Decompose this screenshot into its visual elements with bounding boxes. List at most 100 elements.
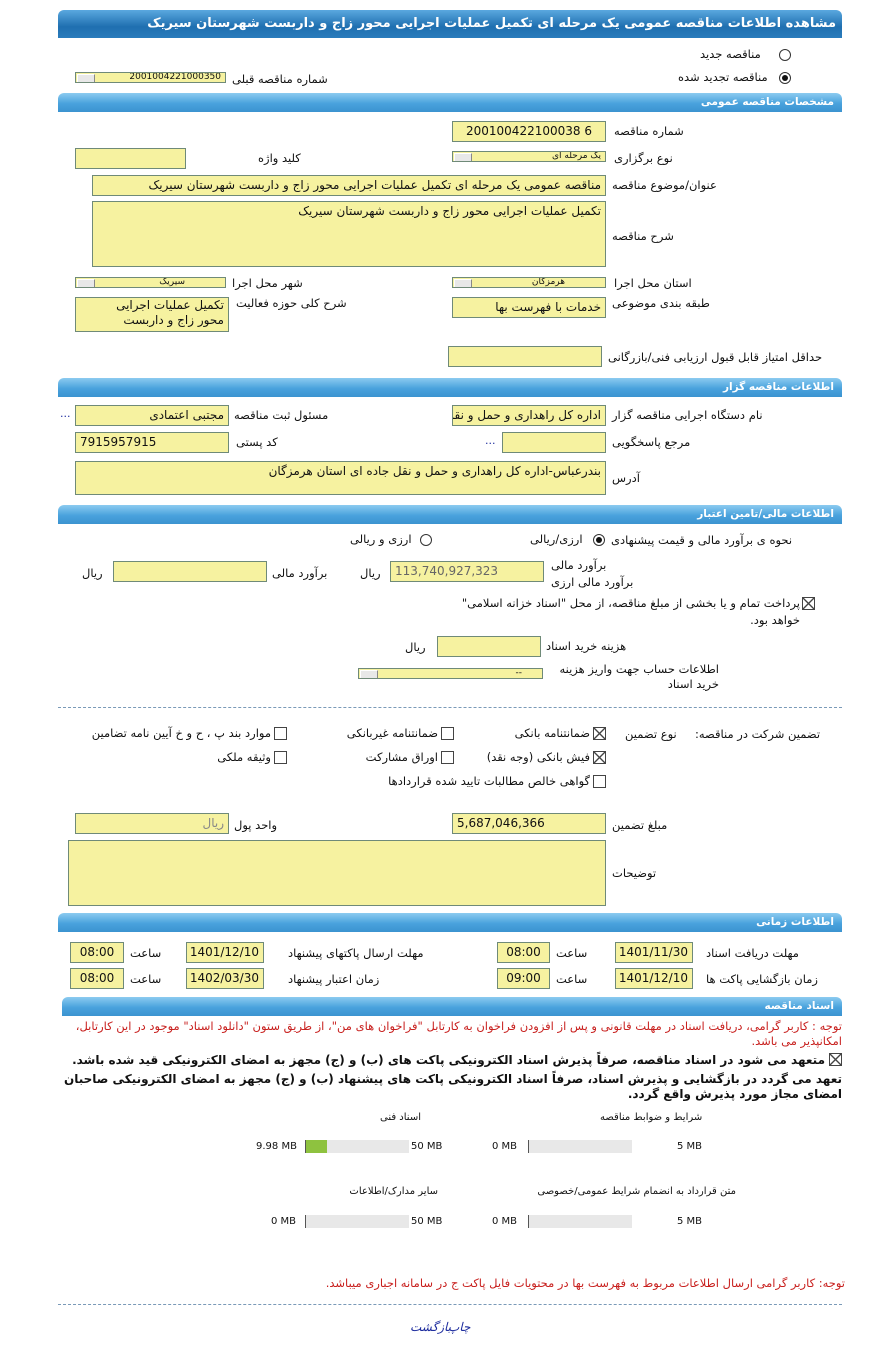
doc-deadline-time: 08:00 bbox=[497, 942, 550, 963]
estimate2-label: برآورد مالی bbox=[272, 566, 328, 580]
postal-field: 7915957915 bbox=[75, 432, 229, 453]
time-label: ساعت bbox=[556, 946, 588, 960]
registrar-field: مجتبی اعتمادی bbox=[75, 405, 229, 426]
section-general: مشخصات مناقصه عمومی bbox=[58, 93, 842, 112]
holding-type-select[interactable]: یک مرحله ای bbox=[452, 151, 606, 162]
province-value: هرمزگان bbox=[531, 277, 565, 287]
back-link[interactable]: بازگشت bbox=[410, 1320, 451, 1334]
radio-rial[interactable] bbox=[593, 534, 605, 546]
dropdown-button[interactable] bbox=[454, 153, 472, 161]
radio-new-tender[interactable] bbox=[779, 49, 791, 61]
notes-field bbox=[68, 840, 606, 906]
activity-label: شرح کلی حوزه فعالیت bbox=[236, 296, 347, 310]
file-size: 0 MB bbox=[271, 1216, 297, 1227]
print-link[interactable]: چاپ bbox=[448, 1320, 471, 1334]
subject-label: عنوان/موضوع مناقصه bbox=[612, 178, 717, 192]
estimate-field: 113,740,927,323 bbox=[390, 561, 544, 582]
tender-number-field: 200100422100038 6 bbox=[452, 121, 606, 142]
nonbank-guarantee-label: ضمانتنامه غیربانکی bbox=[346, 726, 438, 740]
org-label: نام دستگاه اجرایی مناقصه گزار bbox=[612, 408, 763, 422]
file-max: 5 MB bbox=[677, 1141, 703, 1152]
checkbox-bank-guarantee[interactable] bbox=[593, 727, 606, 740]
checkbox-nonbank-guarantee[interactable] bbox=[441, 727, 454, 740]
checkbox-clauses[interactable] bbox=[274, 727, 287, 740]
file-progress-fill bbox=[306, 1140, 327, 1153]
dropdown-button[interactable] bbox=[77, 74, 95, 82]
clauses-label: موارد بند پ ، ح و خ آیین نامه تضامین bbox=[91, 726, 271, 740]
receivables-label: گواهی خالص مطالبات تایید شده قراردادها bbox=[388, 774, 590, 788]
dropdown-button[interactable] bbox=[77, 279, 95, 287]
treasury-checkbox[interactable] bbox=[802, 597, 815, 610]
commit-checkbox[interactable] bbox=[829, 1053, 842, 1066]
checkbox-receivables[interactable] bbox=[593, 775, 606, 788]
city-label: شهر محل اجرا bbox=[232, 276, 303, 290]
files-grid: شرایط و ضوابط مناقصه 5 MB 0 MB اسناد فنی… bbox=[58, 1112, 842, 1234]
bank-guarantee-label: ضمانتنامه بانکی bbox=[514, 726, 590, 740]
radio-fx-and-rial-label: ارزی و ریالی bbox=[350, 532, 412, 546]
radio-renewed-tender[interactable] bbox=[779, 72, 791, 84]
currency-label: واحد پول bbox=[234, 818, 278, 832]
province-select[interactable]: هرمزگان bbox=[452, 277, 606, 288]
postal-label: کد پستی bbox=[236, 435, 278, 449]
holding-type-value: یک مرحله ای bbox=[552, 151, 601, 161]
keyword-field[interactable] bbox=[75, 148, 186, 169]
address-label: آدرس bbox=[612, 471, 640, 485]
radio-fx-and-rial[interactable] bbox=[420, 534, 432, 546]
notes-label: توضیحات bbox=[612, 866, 657, 880]
account-label: اطلاعات حساب جهت واریز هزینه خرید اسناد bbox=[559, 662, 719, 691]
city-select[interactable]: سیریک bbox=[75, 277, 226, 288]
dropdown-button[interactable] bbox=[360, 670, 378, 678]
doc-deadline-date: 1401/11/30 bbox=[615, 942, 693, 963]
page-title: مشاهده اطلاعات مناقصه عمومی یک مرحله ای … bbox=[58, 10, 842, 38]
org-field: اداره کل راهداری و حمل و نقل bbox=[452, 405, 606, 426]
file-progress-bar bbox=[305, 1215, 409, 1228]
opening-label: زمان بازگشایی پاکت ها bbox=[706, 972, 818, 986]
section-documents: اسناد مناقصه bbox=[62, 997, 842, 1016]
submit-deadline-label: مهلت ارسال پاکتهای پیشنهاد bbox=[288, 946, 424, 960]
reference-more-button[interactable]: ... bbox=[485, 434, 496, 447]
radio-rial-label: ارزی/ریالی bbox=[530, 532, 583, 546]
category-label: طبقه بندی موضوعی bbox=[612, 296, 710, 310]
file-label: اسناد فنی bbox=[380, 1112, 421, 1123]
checkbox-bonds[interactable] bbox=[441, 751, 454, 764]
prev-number-select[interactable]: 2001004221000350 bbox=[75, 72, 226, 83]
reference-label: مرجع پاسخگویی bbox=[612, 435, 691, 449]
checkbox-cash-receipt[interactable] bbox=[593, 751, 606, 764]
submit-deadline-date: 1401/12/10 bbox=[186, 942, 264, 963]
opening-time: 09:00 bbox=[497, 968, 550, 989]
holding-type-label: نوع برگزاری bbox=[614, 151, 673, 165]
min-score-label: حداقل امتیاز قابل قبول ارزیابی فنی/بازرگ… bbox=[608, 350, 823, 364]
file-size: 9.98 MB bbox=[256, 1141, 297, 1152]
estimate-label: برآورد مالی bbox=[551, 558, 607, 572]
treasury-text: پرداخت تمام و یا بخشی از مبلغ مناقصه، از… bbox=[461, 596, 800, 627]
estimate-fx-label: برآورد مالی ارزی bbox=[551, 575, 634, 589]
file-progress-bar bbox=[528, 1140, 632, 1153]
cash-receipt-label: فیش بانکی (وجه نقد) bbox=[486, 750, 590, 764]
checkbox-property[interactable] bbox=[274, 751, 287, 764]
prev-number-value: 2001004221000350 bbox=[129, 72, 221, 82]
section-timing: اطلاعات زمانی bbox=[58, 913, 842, 932]
file-progress-bar bbox=[305, 1140, 409, 1153]
registrar-more-button[interactable]: ... bbox=[60, 407, 71, 420]
dropdown-button[interactable] bbox=[454, 279, 472, 287]
address-field: بندرعباس-اداره کل راهداری و حمل و نقل جا… bbox=[75, 461, 606, 495]
file-progress-bar bbox=[528, 1215, 632, 1228]
section-financial: اطلاعات مالی/تامین اعتبار bbox=[58, 505, 842, 524]
estimate2-unit: ریال bbox=[82, 566, 103, 580]
file-label: شرایط و ضوابط مناقصه bbox=[600, 1112, 703, 1123]
estimate-unit: ریال bbox=[360, 566, 381, 580]
registrar-label: مسئول ثبت مناقصه bbox=[234, 408, 329, 422]
doc-cost-label: هزینه خرید اسناد bbox=[546, 639, 627, 653]
property-label: وثیقه ملکی bbox=[217, 750, 271, 764]
validity-time: 08:00 bbox=[70, 968, 124, 989]
account-select[interactable]: -- bbox=[358, 668, 543, 679]
time-label: ساعت bbox=[130, 946, 162, 960]
file-label: سایر مدارک/اطلاعات bbox=[349, 1186, 438, 1197]
tender-number-label: شماره مناقصه bbox=[614, 124, 684, 138]
activity-listbox[interactable]: تکمیل عملیات اجرایی محور زاج و داربست bbox=[75, 297, 229, 332]
submit-deadline-time: 08:00 bbox=[70, 942, 124, 963]
file-max: 5 MB bbox=[677, 1216, 703, 1227]
commit-text-2: تعهد می گردد در بازگشایی و پذیرش اسناد، … bbox=[63, 1072, 842, 1101]
renewed-tender-label: مناقصه تجدید شده bbox=[678, 70, 768, 84]
opening-date: 1401/12/10 bbox=[615, 968, 693, 989]
